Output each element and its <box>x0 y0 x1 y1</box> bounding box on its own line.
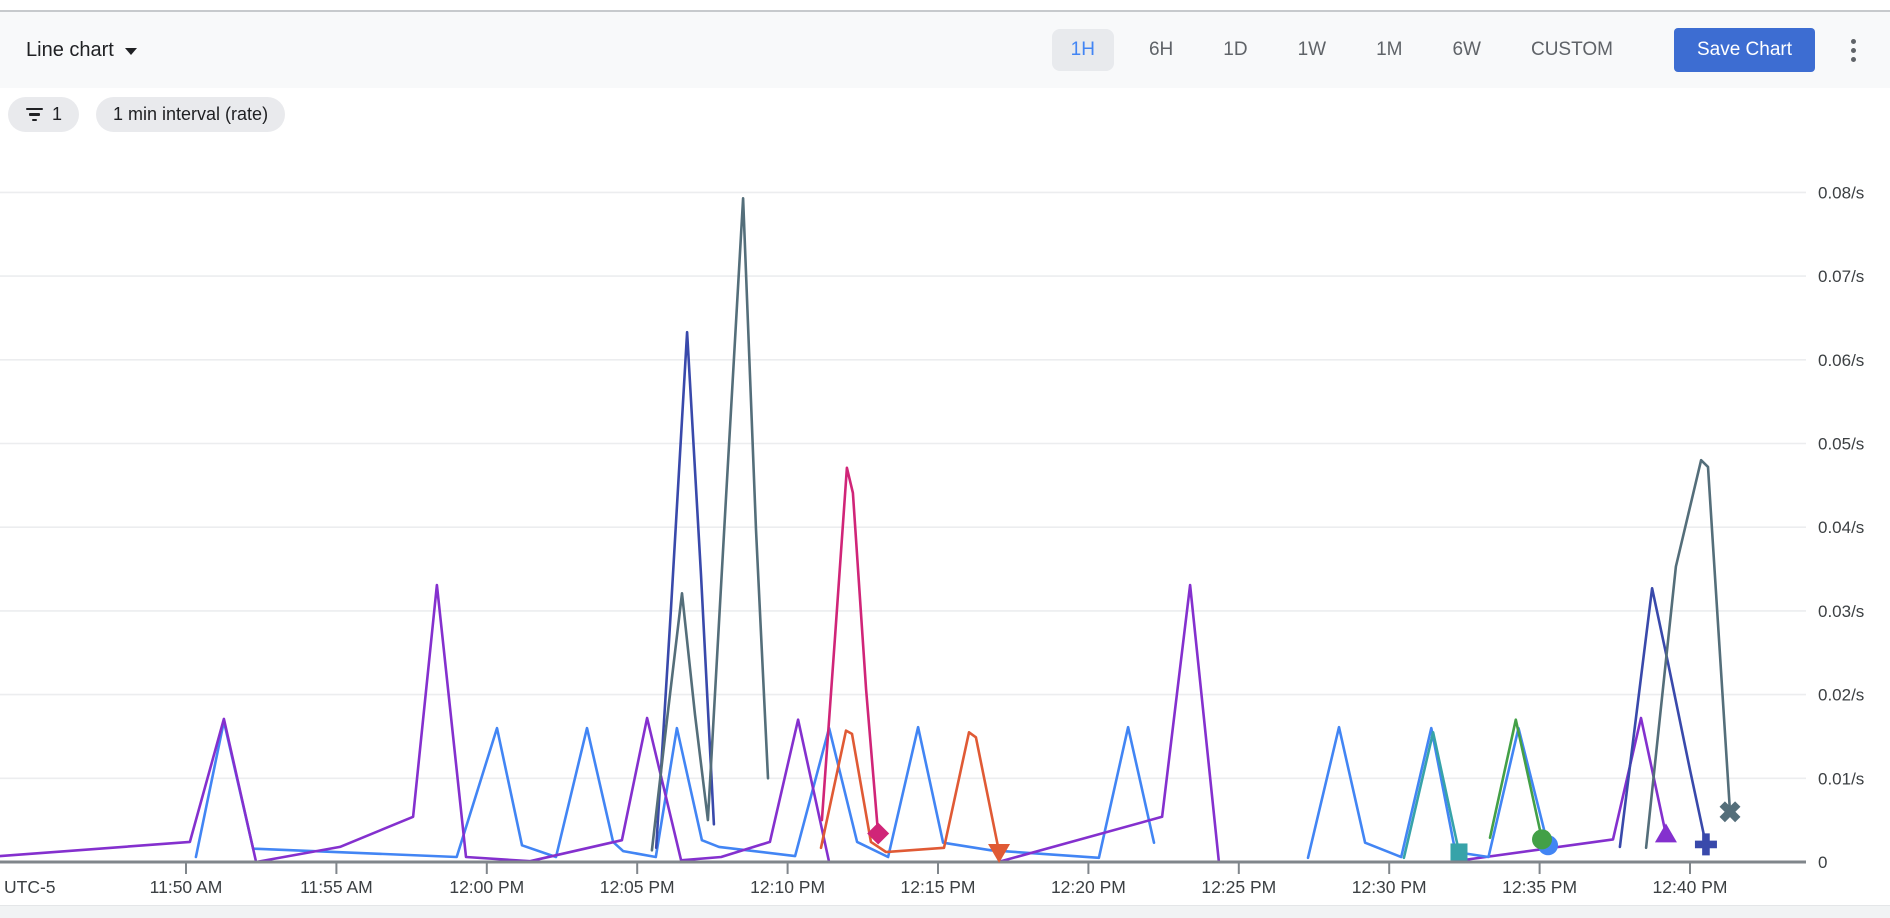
window-top-border <box>0 10 1890 12</box>
x-axis-label: 12:25 PM <box>1201 877 1276 897</box>
series-end-marker-plus <box>1694 833 1717 856</box>
series-end-marker-triangle-up <box>1654 823 1677 843</box>
x-axis-label: 12:15 PM <box>901 877 976 897</box>
series-end-marker-diamond <box>867 822 890 845</box>
bottom-strip <box>0 905 1890 918</box>
series-line-slate-a <box>650 197 770 852</box>
series-line-green <box>1488 718 1544 841</box>
y-axis-label: 0.05/s <box>1818 435 1864 454</box>
save-chart-button[interactable]: Save Chart <box>1673 28 1815 72</box>
y-axis-label: 0.04/s <box>1818 518 1864 537</box>
series-line-blue-a <box>194 720 1156 860</box>
y-axis-label: 0.07/s <box>1818 267 1864 286</box>
y-axis-label: 0.06/s <box>1818 351 1864 370</box>
y-axis-label: 0.03/s <box>1818 602 1864 621</box>
range-button-1h[interactable]: 1H <box>1051 29 1114 71</box>
chevron-down-icon <box>124 48 137 55</box>
timezone-label: UTC-5 <box>4 877 56 897</box>
chart-type-label: Line chart <box>26 38 114 61</box>
x-axis-label: 12:40 PM <box>1653 877 1728 897</box>
filter-count-label: 1 <box>52 104 63 124</box>
range-button-1w[interactable]: 1W <box>1297 39 1327 60</box>
x-axis-label: 12:10 PM <box>750 877 825 897</box>
y-axis-label: 0.01/s <box>1818 769 1864 788</box>
x-axis-label: 12:20 PM <box>1051 877 1126 897</box>
series-line-pink <box>820 466 880 835</box>
filter-icon <box>25 107 43 122</box>
x-axis-label: 12:00 PM <box>449 877 524 897</box>
x-axis-label: 12:05 PM <box>600 877 675 897</box>
series-line-orange <box>819 729 1001 854</box>
series-end-marker-x <box>1719 801 1741 823</box>
x-axis-label: 12:35 PM <box>1502 877 1577 897</box>
range-button-6h[interactable]: 6H <box>1148 39 1174 60</box>
interval-chip[interactable]: 1 min interval (rate) <box>96 97 286 132</box>
x-axis-label: 12:30 PM <box>1352 877 1427 897</box>
series-line-blue-b <box>1306 725 1550 860</box>
series-end-marker-triangle-down <box>988 843 1011 863</box>
filter-count-chip[interactable]: 1 <box>8 97 80 132</box>
y-axis-label: 0.02/s <box>1818 686 1864 705</box>
series-line-teal <box>1402 730 1461 860</box>
series-line-navy-b <box>1618 586 1708 849</box>
series-end-marker-square <box>1450 843 1468 861</box>
x-axis-label: 11:55 AM <box>300 877 373 897</box>
chart-toolbar: Line chart 1H 6H 1D 1W 1M 6W CUSTOM Save… <box>0 12 1890 88</box>
series-line-indigo-a <box>654 330 716 850</box>
series-line-purple <box>0 583 1668 864</box>
interval-chip-label: 1 min interval (rate) <box>113 104 269 124</box>
time-range-selector: 1H 6H 1D 1W 1M 6W CUSTOM <box>1051 29 1628 71</box>
series-line-slate-b <box>1644 458 1732 850</box>
x-axis-label: 11:50 AM <box>150 877 223 897</box>
y-axis-label: 0 <box>1818 853 1827 872</box>
chart-type-dropdown[interactable]: Line chart <box>26 39 137 62</box>
y-axis-label: 0.08/s <box>1818 183 1864 202</box>
filter-chip-row: 1 1 min interval (rate) <box>8 97 286 132</box>
more-options-icon[interactable] <box>1845 33 1862 68</box>
range-button-6w[interactable]: 6W <box>1452 39 1481 60</box>
series-end-marker-circle <box>1532 829 1553 850</box>
range-button-1m[interactable]: 1M <box>1376 39 1403 60</box>
range-button-1d[interactable]: 1D <box>1223 39 1248 60</box>
range-button-custom[interactable]: CUSTOM <box>1530 39 1613 60</box>
